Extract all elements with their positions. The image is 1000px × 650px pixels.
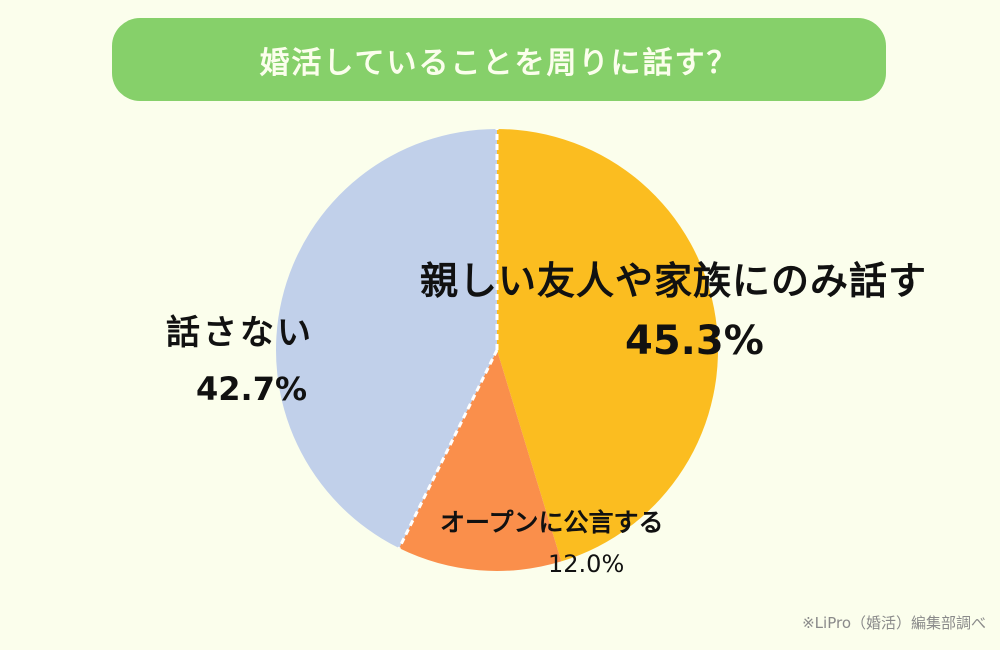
slice-friends-family [497, 129, 718, 562]
slice-label-friends-family: 親しい友人や家族にのみ話す [420, 259, 928, 303]
source-note: ※LiPro（婚活）編集部調べ [802, 614, 986, 632]
slice-value-not-tell: 42.7% [196, 370, 308, 408]
slice-open [399, 350, 562, 571]
chart-title: 婚活していることを周りに話す？ [259, 45, 739, 81]
slice-not-tell [275, 129, 497, 549]
chart-title-banner: 婚活していることを周りに話す？ [112, 18, 886, 101]
slice-label-not-tell: 話さない [166, 313, 314, 353]
slice-value-open: 12.0% [548, 550, 625, 578]
slice-divider [397, 349, 499, 549]
slice-label-open: オープンに公言する [440, 508, 664, 537]
slice-value-friends-family: 45.3% [625, 318, 764, 364]
